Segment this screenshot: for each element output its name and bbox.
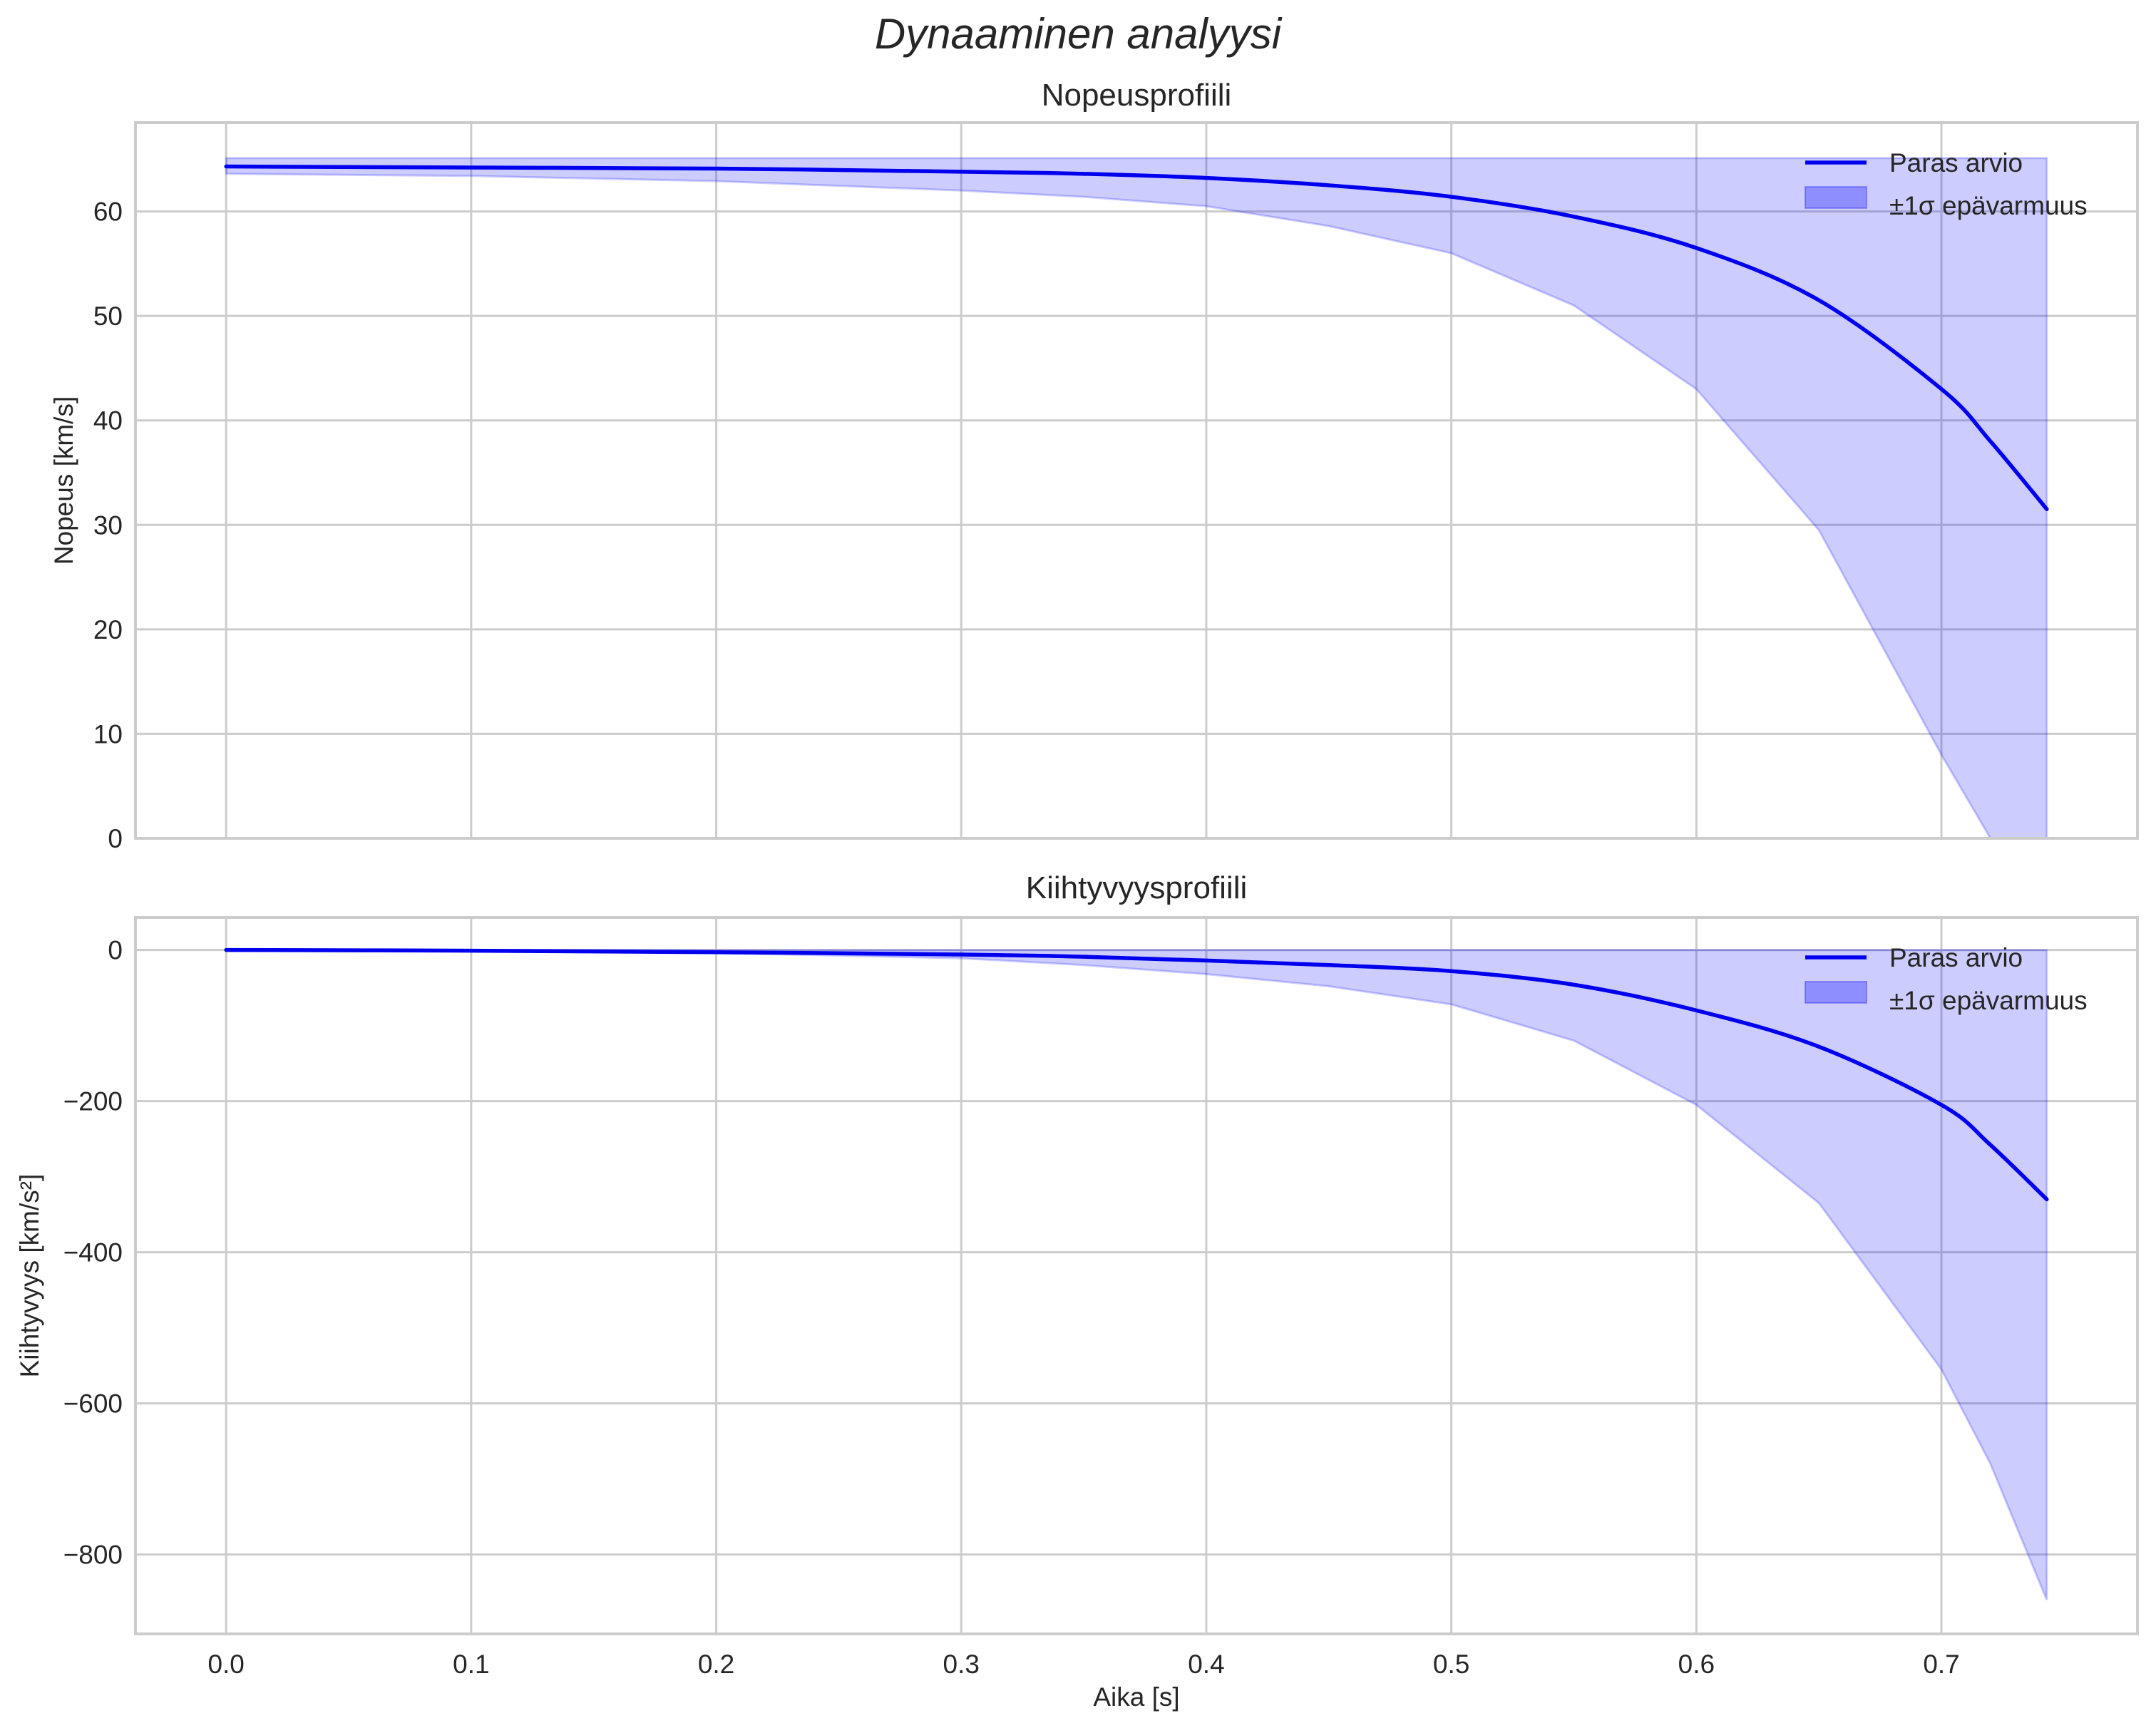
y-tick-label: −800 [63,1541,123,1570]
figure-title: Dynaaminen analyysi [875,10,1283,58]
y-tick-label: 10 [93,719,123,749]
x-tick-label: 0.1 [453,1650,489,1679]
x-tick-label: 0.7 [1923,1650,1959,1679]
uncertainty-band-area [225,157,2048,838]
velocity-y-axis-label: Nopeus [km/s] [49,396,78,565]
x-tick-label: 0.6 [1678,1650,1715,1679]
acceleration-subplot: Kiihtyvyysprofiili 0 −200 −400 −600 −800 0.0… [15,870,2139,1712]
velocity-grid [135,123,2137,840]
legend-band-label: ±1σ epävarmuus [1889,191,2088,220]
acceleration-best-estimate-line [224,947,2049,1202]
y-tick-label: 50 [93,302,123,331]
acceleration-uncertainty-band [226,949,2048,1600]
best-estimate-curve [224,947,2049,1202]
x-tick-label: 0.3 [943,1650,980,1679]
uncertainty-band-area [226,949,2048,1600]
best-estimate-curve [224,164,2049,512]
legend-line-label: Paras arvio [1889,148,2023,178]
y-tick-label: 30 [93,510,123,540]
acceleration-legend: Paras arvio ±1σ epävarmuus [1805,943,2088,1015]
acceleration-axes-frame [134,916,2139,1635]
x-tick-label: 0.0 [207,1650,244,1679]
acceleration-y-axis-label: Kiihtyvyys [km/s²] [15,1174,44,1378]
y-tick-label: −400 [63,1238,123,1267]
acceleration-grid [135,917,2137,1634]
acceleration-subplot-title: Kiihtyvyysprofiili [1026,870,1248,905]
acceleration-y-ticks: 0 −200 −400 −600 −800 [63,936,123,1570]
y-tick-label: −600 [63,1389,123,1419]
velocity-axes-frame [134,121,2139,840]
legend-line-label: Paras arvio [1889,943,2023,972]
y-tick-label: 60 [93,197,123,227]
y-tick-label: −200 [63,1087,123,1116]
legend-band-label: ±1σ epävarmuus [1889,986,2088,1015]
velocity-subplot-title: Nopeusprofiili [1042,78,1232,113]
legend-band-swatch [1805,981,1867,1004]
y-tick-label: 0 [108,936,123,965]
x-tick-label: 0.2 [698,1650,734,1679]
x-axis-label: Aika [s] [1093,1682,1179,1712]
velocity-y-ticks: 0 10 20 30 40 50 60 [93,197,123,853]
velocity-legend: Paras arvio ±1σ epävarmuus [1805,148,2088,220]
velocity-uncertainty-band [225,157,2048,838]
velocity-best-estimate-line [224,164,2049,512]
x-tick-label: 0.5 [1433,1650,1469,1679]
x-tick-label: 0.4 [1188,1650,1224,1679]
legend-band-swatch [1805,186,1867,209]
velocity-subplot: Nopeusprofiili 0 10 20 30 40 50 60 Nopeus [km/… [49,78,2139,853]
y-tick-label: 0 [108,824,123,853]
y-tick-label: 40 [93,406,123,436]
y-tick-label: 20 [93,615,123,644]
x-ticks: 0.0 0.1 0.2 0.3 0.4 0.5 0.6 0.7 [207,1650,1959,1679]
